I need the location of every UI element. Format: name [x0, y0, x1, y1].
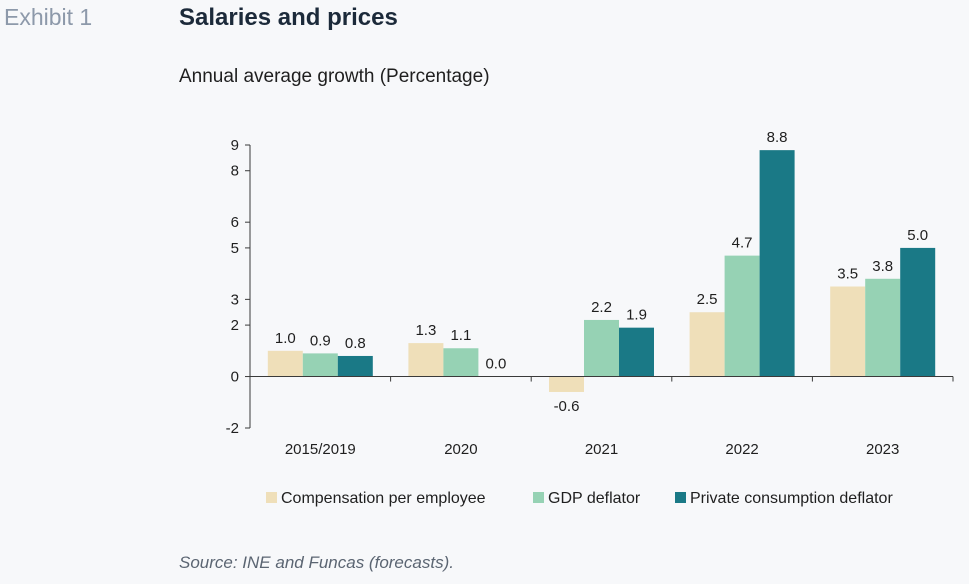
bars-group	[267, 150, 936, 392]
legend-label: Compensation per employee	[281, 490, 486, 507]
bar-1-4	[689, 312, 725, 377]
data-label: 2.2	[591, 299, 612, 316]
bar-1-5	[830, 286, 866, 377]
x-category-label: 2023	[866, 441, 899, 458]
legend-label: Private consumption deflator	[690, 490, 893, 507]
y-tick-label: 3	[231, 291, 239, 308]
bar-2-4	[724, 255, 760, 377]
axes-group: 9 8 6 5 3 2 0 -2 2015/2019 2020 2021 2022 2023	[226, 137, 954, 458]
data-label: 4.7	[732, 235, 753, 252]
y-tick-label: 2	[231, 317, 239, 334]
data-label: 1.3	[415, 322, 436, 339]
data-label: -0.6	[554, 398, 580, 415]
chart-title: Salaries and prices	[179, 4, 398, 31]
y-tick-label: 0	[231, 369, 239, 386]
bar-3-1	[337, 355, 373, 377]
data-label: 0.9	[310, 332, 331, 349]
chart-subtitle: Annual average growth (Percentage)	[179, 66, 490, 87]
data-label: 1.0	[275, 330, 296, 347]
y-tick-label: -2	[226, 420, 239, 437]
exhibit-label: Exhibit 1	[4, 4, 93, 30]
data-label: 3.5	[837, 266, 858, 283]
data-labels-group: 1.0 0.9 0.8 1.3 1.1 0.0 -0.6 2.2 1.9 2.5 4.7 8.8 3.5…	[275, 129, 928, 415]
data-label: 0.8	[345, 335, 366, 352]
x-category-label: 2022	[725, 441, 758, 458]
legend-swatch	[675, 492, 686, 503]
y-tick-label: 9	[231, 137, 239, 154]
bar-2-2	[443, 348, 479, 377]
data-label: 1.9	[626, 307, 647, 324]
bar-2-5	[865, 278, 901, 377]
bar-2-1	[302, 353, 338, 377]
data-label: 2.5	[697, 291, 718, 308]
x-category-label: 2015/2019	[285, 441, 356, 458]
bar-3-4	[759, 150, 795, 377]
data-label: 3.8	[872, 258, 893, 275]
y-tick-label: 5	[231, 240, 239, 257]
bar-1-1	[267, 350, 303, 377]
data-label: 0.0	[485, 356, 506, 373]
data-label: 5.0	[907, 227, 928, 244]
legend-label: GDP deflator	[548, 490, 641, 507]
x-category-label: 2020	[444, 441, 477, 458]
bar-1-3	[549, 376, 584, 392]
y-tick-label: 6	[231, 214, 239, 231]
bar-2-3	[584, 319, 619, 377]
legend-swatch	[266, 492, 277, 503]
legend-swatch	[533, 492, 544, 503]
bar-3-5	[900, 247, 936, 377]
bar-3-3	[619, 327, 654, 377]
bar-1-2	[408, 343, 444, 377]
data-label: 1.1	[450, 327, 471, 344]
x-category-label: 2021	[585, 441, 618, 458]
y-tick-label: 8	[231, 163, 239, 180]
legend: Compensation per employee GDP deflator Pri…	[266, 490, 893, 507]
data-label: 8.8	[767, 129, 788, 146]
source-note: Source: INE and Funcas (forecasts).	[179, 553, 454, 572]
